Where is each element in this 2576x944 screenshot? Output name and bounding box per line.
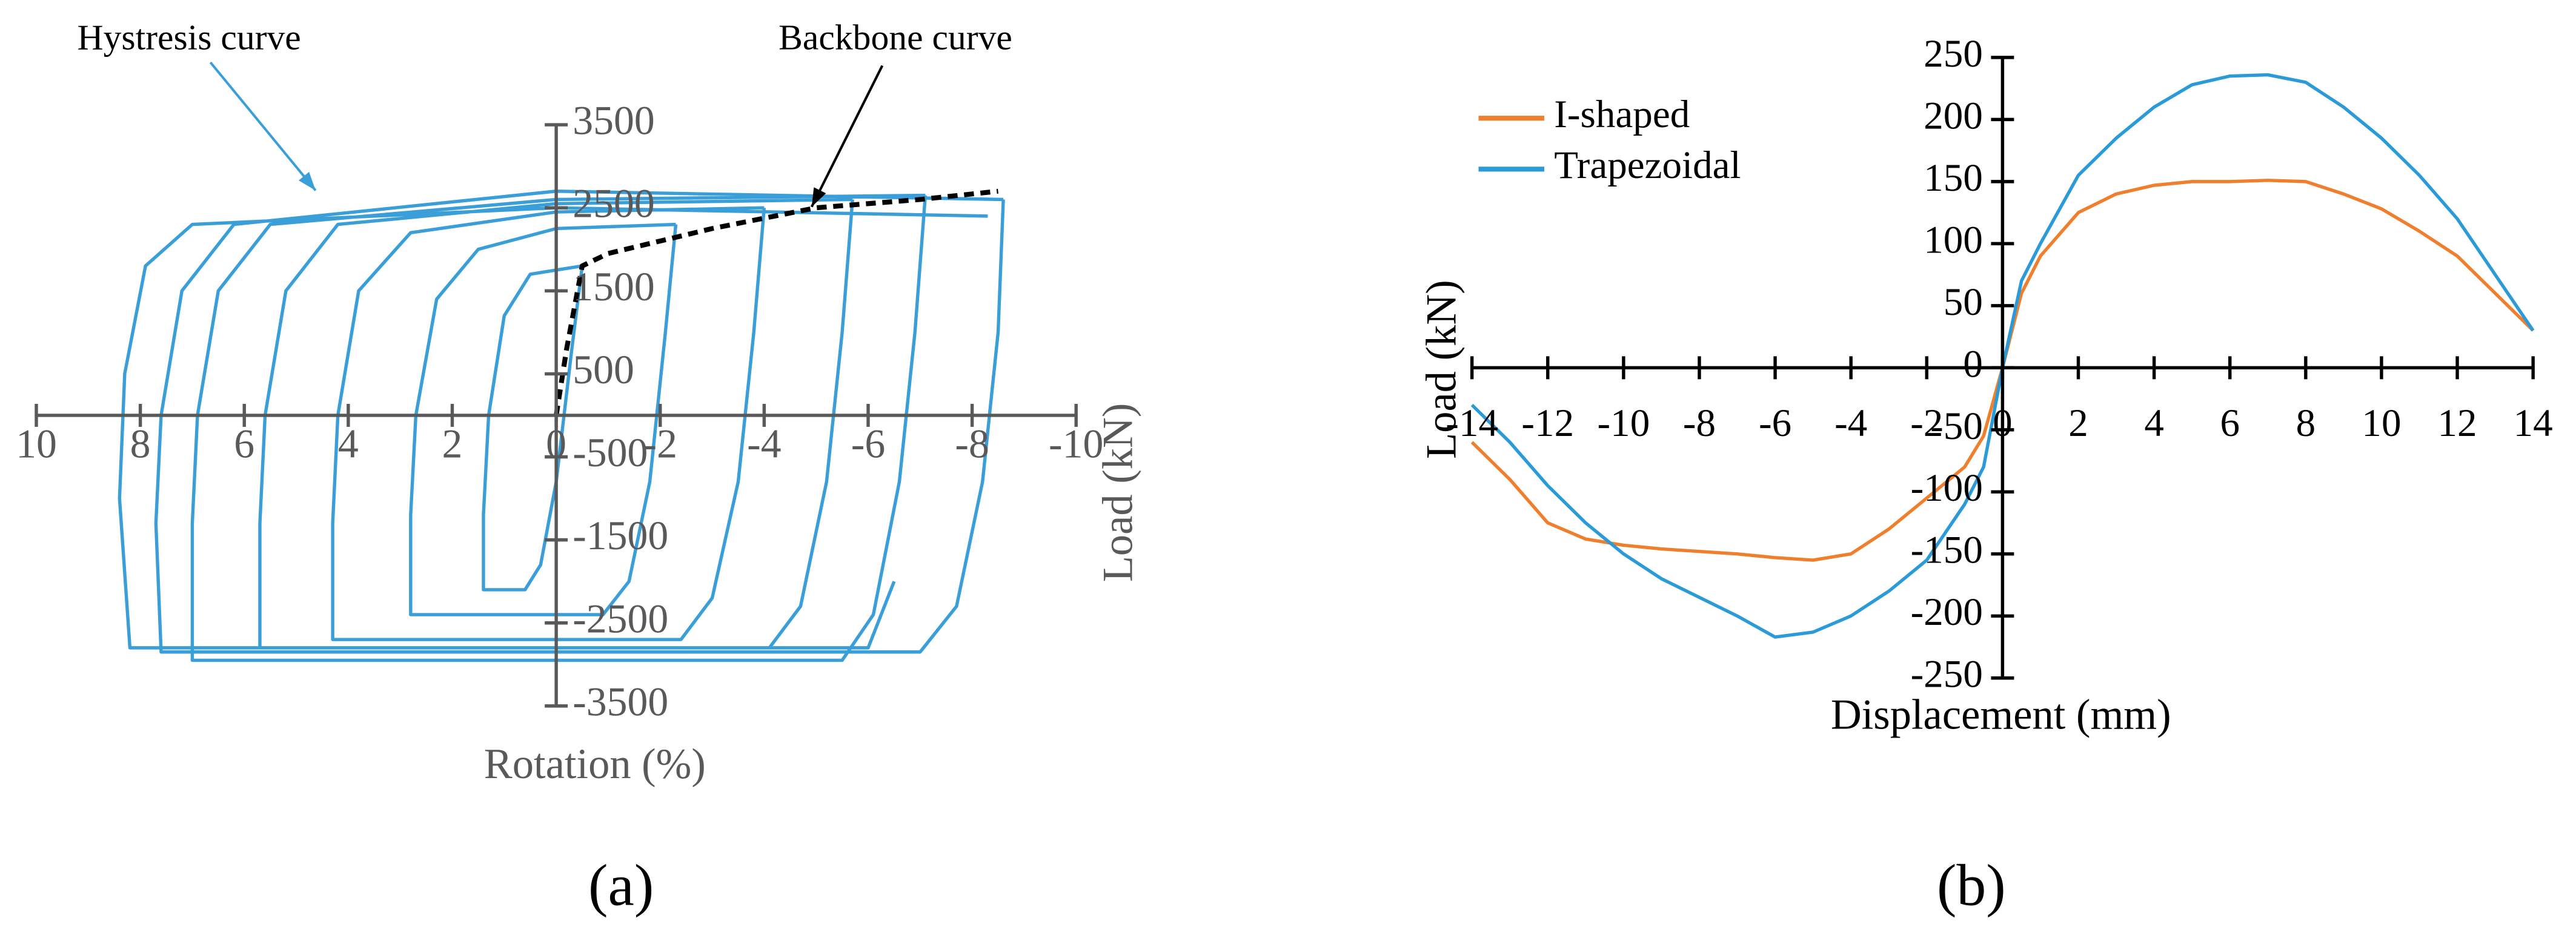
legend-label: Trapezoidal (1554, 144, 1741, 187)
x-tick-label: -6 (851, 421, 885, 467)
y-tick-label: 3500 (573, 98, 655, 144)
x-tick-label: -8 (955, 421, 989, 467)
y-tick-label: -200 (1911, 590, 1983, 634)
x-axis-label: Rotation (%) (484, 741, 706, 788)
y-tick-label: 0 (1963, 342, 1983, 386)
x-tick-label: -4 (1834, 401, 1867, 445)
y-tick-label: -50 (1930, 404, 1983, 448)
x-axis-label: Displacement (mm) (1831, 691, 2171, 739)
y-axis-label: Load (kN) (1418, 280, 1465, 459)
y-tick-label: 500 (573, 347, 634, 392)
backbone-line (554, 188, 998, 416)
y-tick-label: -500 (573, 430, 648, 475)
arrow-head (298, 171, 316, 191)
y-tick-label: -250 (1911, 653, 1983, 696)
x-tick-label: 10 (16, 421, 57, 467)
x-tick-label: -2 (1910, 401, 1943, 445)
x-tick-label: -14 (1446, 401, 1498, 445)
arrow-head (811, 187, 826, 207)
x-tick-label: 4 (338, 421, 359, 467)
x-tick-label: 0 (1993, 401, 2013, 445)
y-tick-label: -2500 (573, 596, 668, 641)
annotation: Backbone curve (778, 17, 1012, 57)
y-tick-label: 2500 (573, 181, 655, 226)
x-tick-label: 2 (442, 421, 463, 467)
y-tick-label: -100 (1911, 466, 1983, 510)
y-tick-label: -150 (1911, 529, 1983, 572)
x-tick-label: -12 (1521, 401, 1574, 445)
y-tick-label: 50 (1944, 280, 1983, 324)
annotation-arrow (209, 61, 317, 191)
caption: (b) (1937, 853, 2006, 919)
y-axis-label: Load (kN) (1094, 403, 1141, 583)
x-tick-label: -6 (1759, 401, 1791, 445)
x-tick-label: -10 (1049, 421, 1103, 467)
panel: 10 8 6 4 2 0 -2 -4 -6 -8 -10 3500 2500 1500 500 -500 -15… (16, 17, 1141, 918)
x-tick-label: 12 (2438, 401, 2477, 445)
x-tick-label: -2 (643, 421, 677, 467)
annotation: Hystresis curve (78, 17, 301, 57)
y-tick-label: 1500 (573, 264, 655, 309)
x-tick-label: 0 (546, 421, 566, 467)
x-tick-label: -10 (1598, 401, 1650, 445)
annotation-arrow (810, 65, 884, 208)
y-tick-label: 200 (1924, 94, 1983, 137)
series-line (118, 190, 1005, 662)
x-tick-label: 2 (2068, 401, 2088, 445)
y-tick-label: 100 (1924, 218, 1983, 262)
x-tick-label: 10 (2362, 401, 2401, 445)
legend-label: I-shaped (1554, 93, 1690, 136)
y-tick-label: 150 (1924, 156, 1983, 200)
x-tick-label: 6 (234, 421, 254, 467)
x-tick-label: -4 (747, 421, 781, 467)
x-tick-label: 14 (2514, 401, 2553, 445)
x-tick-label: 4 (2144, 401, 2164, 445)
x-tick-label: 8 (130, 421, 151, 467)
panel: -14 -12 -10 -8 -6 -4 -2 0 2 4 6 8 10 12 14 250 200 150 100… (1418, 32, 2552, 919)
y-tick-label: -1500 (573, 513, 668, 558)
y-tick-label: -3500 (573, 679, 668, 724)
y-tick-label: 250 (1924, 32, 1983, 76)
x-tick-label: -8 (1683, 401, 1716, 445)
x-tick-label: 6 (2220, 401, 2240, 445)
caption: (a) (588, 853, 654, 919)
x-tick-label: 8 (2296, 401, 2316, 445)
